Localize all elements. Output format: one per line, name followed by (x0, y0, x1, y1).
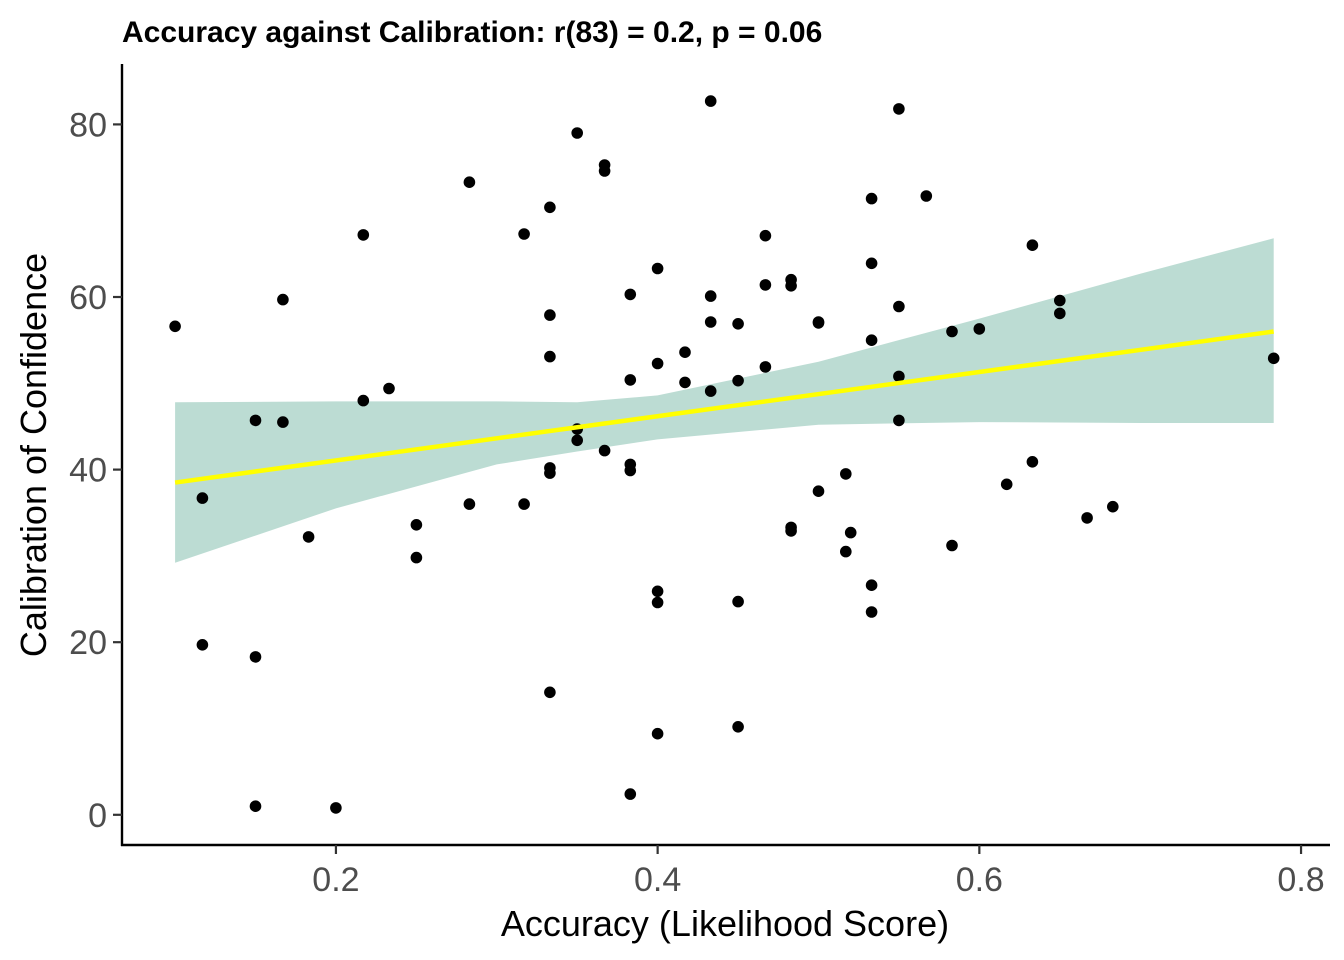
data-point (571, 127, 583, 139)
points-layer (169, 95, 1280, 814)
data-point (544, 309, 556, 321)
data-point (785, 525, 797, 537)
data-point (893, 300, 905, 313)
data-point (946, 539, 958, 552)
data-point (946, 325, 958, 338)
data-point (463, 176, 476, 188)
data-point (704, 316, 717, 328)
data-point (704, 290, 717, 302)
data-point (544, 201, 556, 214)
data-point (544, 467, 556, 479)
y-axis-ticks: 0 20 40 60 80 (69, 106, 122, 835)
data-point (1054, 307, 1066, 320)
data-point (624, 288, 637, 301)
data-point (249, 414, 262, 427)
data-point (840, 468, 852, 480)
regression-line (174, 329, 1275, 485)
data-point (651, 262, 664, 275)
y-tick-label: 0 (88, 797, 107, 835)
data-point (544, 350, 556, 363)
data-point (249, 651, 262, 663)
data-point (893, 414, 905, 427)
data-point (865, 192, 878, 205)
x-tick-label: 0.4 (634, 861, 681, 899)
data-point (624, 374, 637, 386)
data-point (704, 95, 717, 107)
data-point (383, 382, 395, 395)
chart-title: Accuracy against Calibration: r(83) = 0.… (122, 16, 822, 49)
data-point (893, 103, 905, 115)
data-point (277, 416, 289, 428)
data-point (732, 318, 744, 330)
data-point (759, 361, 772, 373)
data-point (865, 606, 878, 618)
data-point (196, 492, 209, 504)
data-point (1026, 239, 1039, 251)
data-point (679, 346, 691, 359)
data-point (1000, 478, 1013, 491)
data-point (196, 639, 209, 651)
data-point (893, 370, 905, 383)
y-tick-label: 80 (69, 106, 107, 144)
data-point (973, 323, 986, 335)
data-point (651, 727, 664, 740)
data-point (598, 165, 611, 177)
x-axis-ticks: 0.2 0.4 0.6 0.8 (312, 845, 1325, 899)
data-point (865, 257, 878, 270)
data-point (624, 788, 637, 800)
data-point (624, 464, 637, 477)
data-point (651, 357, 664, 370)
data-point (704, 385, 717, 397)
data-point (679, 376, 691, 389)
data-point (920, 190, 933, 202)
data-point (844, 526, 857, 539)
data-point (571, 434, 583, 447)
y-tick-label: 60 (69, 279, 107, 317)
x-tick-label: 0.2 (312, 861, 359, 899)
data-point (1081, 512, 1093, 524)
data-point (302, 531, 315, 543)
data-point (812, 485, 825, 498)
data-point (169, 320, 181, 333)
confidence-band (175, 238, 1274, 563)
data-point (651, 596, 664, 609)
y-axis-label: Calibration of Confidence (13, 253, 54, 657)
data-point (1054, 294, 1066, 307)
x-tick-label: 0.6 (956, 861, 1003, 899)
data-point (865, 579, 878, 591)
data-point (277, 293, 289, 306)
x-tick-label: 0.8 (1277, 861, 1324, 899)
data-point (330, 802, 342, 814)
data-point (410, 519, 423, 531)
plot-area (169, 95, 1280, 814)
data-point (518, 498, 530, 510)
data-point (732, 595, 744, 608)
data-point (249, 800, 262, 812)
data-point (463, 498, 476, 510)
data-point (732, 721, 744, 733)
data-point (518, 228, 530, 240)
data-point (544, 686, 556, 699)
data-point (1026, 456, 1039, 468)
data-point (1267, 352, 1280, 365)
data-point (598, 444, 611, 457)
x-axis-label: Accuracy (Likelihood Score) (501, 903, 949, 944)
data-point (759, 229, 772, 242)
data-point (651, 585, 664, 598)
data-point (785, 280, 797, 292)
y-tick-label: 20 (69, 624, 107, 662)
data-point (357, 229, 370, 241)
data-point (357, 394, 370, 407)
data-point (1107, 500, 1119, 513)
data-point (410, 551, 423, 564)
data-point (840, 545, 852, 558)
data-point (812, 317, 825, 329)
data-point (732, 374, 744, 387)
data-point (759, 279, 772, 291)
y-tick-label: 40 (69, 452, 107, 490)
data-point (865, 334, 878, 347)
